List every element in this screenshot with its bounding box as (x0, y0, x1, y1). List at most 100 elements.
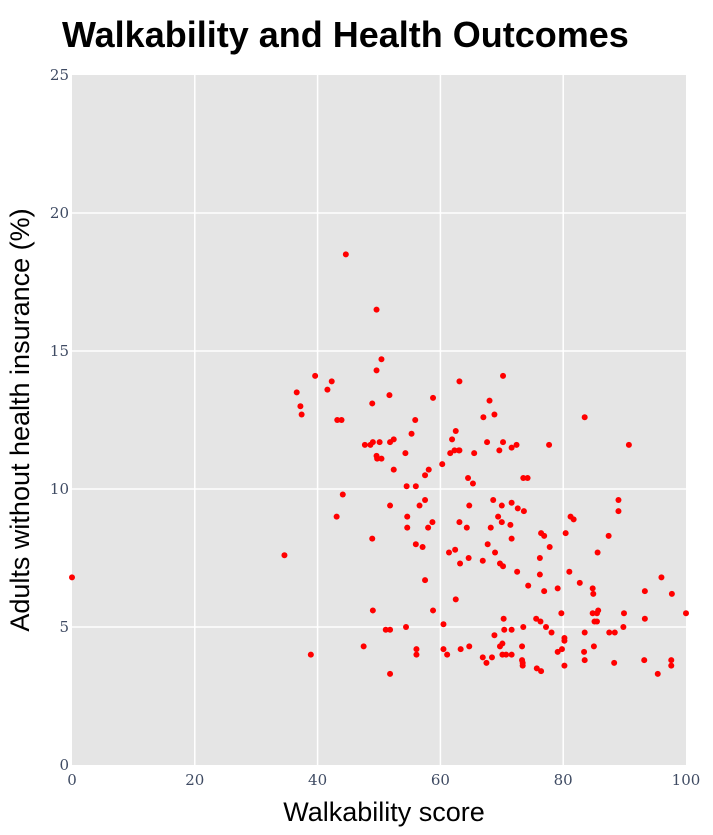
data-point (488, 654, 495, 661)
data-point (378, 356, 385, 363)
data-point (484, 439, 491, 446)
data-point (501, 626, 508, 633)
data-point (378, 455, 385, 462)
data-point (333, 513, 340, 520)
data-point (508, 444, 515, 451)
data-point (466, 502, 473, 509)
data-point (508, 499, 515, 506)
data-point (69, 574, 75, 581)
data-point (445, 549, 452, 556)
data-point (404, 513, 411, 520)
data-point (463, 524, 470, 531)
data-point (456, 519, 463, 526)
data-point (307, 651, 314, 658)
data-point (483, 659, 490, 666)
data-point (425, 524, 432, 531)
data-point (508, 626, 515, 633)
data-point (491, 411, 498, 418)
data-point (500, 615, 507, 622)
data-point (541, 532, 548, 539)
data-point (520, 508, 527, 515)
data-point (419, 543, 426, 550)
data-point (425, 466, 432, 473)
plot-area (72, 75, 686, 765)
data-point (360, 643, 367, 650)
data-point (440, 646, 447, 653)
data-point (538, 668, 545, 675)
x-tick-label: 80 (554, 771, 573, 789)
data-point (297, 403, 304, 410)
data-point (625, 441, 632, 448)
data-point (554, 648, 561, 655)
data-point (576, 579, 583, 586)
data-point (452, 596, 459, 603)
data-point (581, 629, 588, 636)
data-point (480, 414, 487, 421)
x-axis-title: Walkability score (283, 797, 485, 827)
data-point (519, 659, 526, 666)
data-point (611, 629, 618, 636)
data-point (524, 474, 531, 481)
y-tick-label: 15 (50, 342, 69, 360)
data-point (457, 560, 464, 567)
data-point (490, 497, 497, 504)
data-point (293, 389, 300, 396)
data-point (390, 466, 397, 473)
data-point (440, 621, 447, 628)
chart-title: Walkability and Health Outcomes (62, 14, 629, 55)
y-tick-label: 0 (59, 756, 69, 774)
data-point (369, 535, 376, 542)
data-point (500, 439, 507, 446)
data-point (430, 394, 437, 401)
data-point (495, 513, 502, 520)
data-point (525, 582, 532, 589)
data-point (413, 646, 420, 653)
data-point (281, 552, 288, 559)
data-point (513, 441, 520, 448)
data-point (487, 524, 494, 531)
data-point (508, 535, 515, 542)
data-point (594, 549, 601, 556)
data-point (554, 585, 561, 592)
data-point (498, 519, 505, 526)
data-point (422, 577, 429, 584)
data-point (593, 618, 600, 625)
data-point (668, 662, 675, 669)
data-point (403, 483, 410, 490)
data-point (668, 657, 675, 664)
y-tick-label: 25 (50, 66, 69, 84)
data-point (546, 441, 553, 448)
y-tick-label: 10 (50, 480, 69, 498)
data-point (562, 530, 569, 537)
data-point (387, 626, 394, 633)
data-point (519, 643, 526, 650)
data-point (590, 590, 597, 597)
data-point (590, 643, 597, 650)
data-point (374, 455, 381, 462)
data-point (581, 657, 588, 664)
data-point (387, 502, 394, 509)
data-point (342, 251, 349, 258)
x-tick-label: 0 (67, 771, 77, 789)
data-point (390, 436, 397, 443)
data-point (537, 618, 544, 625)
data-point (589, 610, 596, 617)
data-point (589, 585, 596, 592)
data-point (413, 651, 420, 658)
data-point (548, 629, 555, 636)
data-point (338, 417, 345, 423)
data-point (508, 651, 515, 658)
data-point (452, 428, 459, 435)
data-point (387, 670, 394, 677)
data-point (491, 632, 498, 639)
data-point (447, 450, 454, 457)
data-point (457, 646, 464, 653)
data-point (479, 654, 486, 661)
data-point (533, 615, 540, 622)
data-point (382, 626, 389, 633)
data-point (581, 648, 588, 655)
data-point (456, 447, 463, 454)
data-point (369, 439, 376, 446)
data-point (561, 662, 568, 669)
